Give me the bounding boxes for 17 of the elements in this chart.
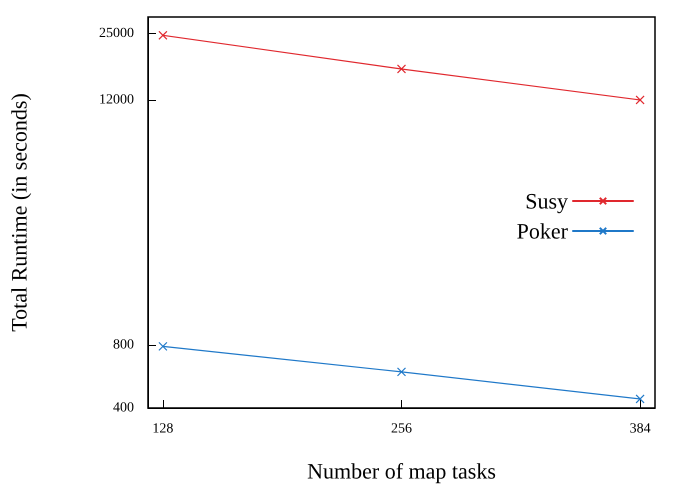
point [635,394,645,404]
y-tick-label: 800 [113,338,134,353]
y-axis-title: Total Runtime (in seconds) [6,93,32,332]
y-tick-label: 12000 [99,92,134,108]
y-tick-label: 400 [113,400,134,416]
legend-label: Susy [525,188,568,214]
x-tick-label: 128 [152,422,174,436]
x-tick-label: 384 [630,422,651,436]
point [158,342,168,351]
y-tick-label: 25000 [99,26,134,42]
x-tick-label: 256 [391,422,412,436]
x-axis-title: Number of map tasks [307,458,496,484]
point [158,30,168,40]
point [396,367,406,376]
point [635,95,645,105]
point [396,64,406,74]
legend-label: Poker [516,218,569,244]
